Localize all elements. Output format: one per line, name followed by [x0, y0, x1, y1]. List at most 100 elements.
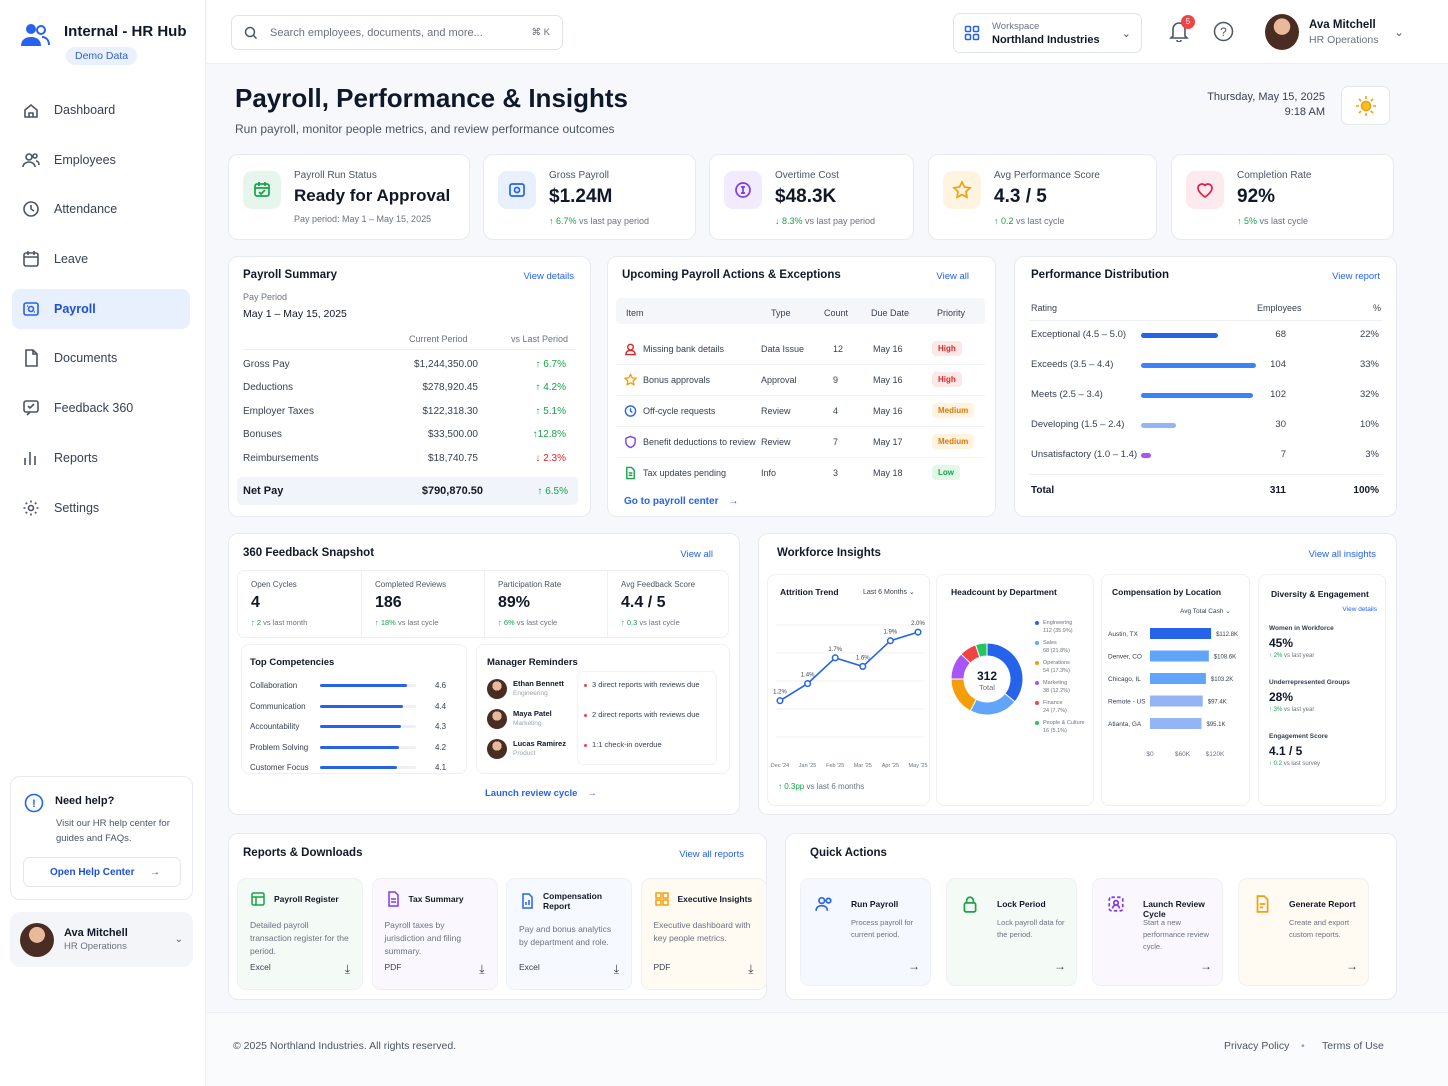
user-menu[interactable]: Ava Mitchell HR Operations ⌄ — [1265, 14, 1404, 50]
table-row[interactable]: Bonus approvals Approval 9 May 16 High — [616, 366, 985, 396]
view-all-reports-link[interactable]: View all reports — [679, 849, 744, 860]
view-all-link[interactable]: View all — [936, 271, 969, 282]
kpi-card-overtime-cost[interactable]: Overtime Cost $48.3K ↓ 8.3% vs last pay pe… — [709, 154, 914, 240]
legend-item: Finance 24 (7.7%) — [1035, 699, 1085, 715]
view-all-insights-link[interactable]: View all insights — [1308, 549, 1376, 560]
help-title: Need help? — [55, 795, 115, 807]
download-icon[interactable]: ⤓ — [344, 962, 350, 976]
app-logo[interactable]: Internal - HR Hub Demo Data — [20, 22, 187, 65]
kpi-label: Payroll Run Status — [294, 170, 377, 181]
top-competencies-panel: Top Competencies Collaboration 4.6 Communi… — [241, 644, 467, 774]
kpi-sub-label: Pay period: May 1 – May 15, 2025 — [294, 214, 432, 224]
kpi-card-gross-payroll[interactable]: Gross Payroll $1.24M ↑ 6.7% vs last pay pe… — [483, 154, 696, 240]
item-count: 7 — [833, 437, 839, 447]
download-icon[interactable]: ⤓ — [748, 962, 754, 976]
sidebar-item-leave[interactable]: Leave — [12, 239, 190, 279]
manager-name[interactable]: Ethan Bennett — [513, 679, 564, 688]
table-row[interactable]: Benefit deductions to review Review 7 May 1… — [616, 428, 985, 458]
table-row: Reimbursements $18,740.75 ↓ 2.3% — [243, 451, 576, 465]
row-value: $33,500.00 — [427, 429, 478, 440]
notifications-button[interactable]: 5 — [1169, 15, 1195, 45]
bar-chart-icon — [22, 449, 40, 467]
sidebar-item-dashboard[interactable]: Dashboard — [12, 90, 190, 130]
arrow-right-icon: → — [150, 866, 160, 878]
kpi-card-payroll-run-status[interactable]: Payroll Run Status Ready for Approval Pay … — [228, 154, 470, 240]
help-button[interactable]: ? — [1213, 21, 1234, 45]
open-help-center-button[interactable]: Open Help Center → — [23, 857, 181, 887]
sidebar-item-attendance[interactable]: Attendance — [12, 189, 190, 229]
quick-action-launch-review-cycle[interactable]: Launch Review Cycle Start a new performan… — [1092, 878, 1223, 986]
kpi-value: 4.3 / 5 — [994, 186, 1047, 207]
sidebar-item-documents[interactable]: Documents — [12, 338, 190, 378]
download-icon[interactable]: ⤓ — [479, 962, 485, 976]
tax-document-icon — [385, 891, 401, 907]
table-row[interactable]: Missing bank details Data Issue 12 May 16 Hi… — [616, 335, 985, 365]
legend-value: 38 (12.2%) — [1043, 688, 1070, 694]
stat-sub: ↑ 2 vs last month — [251, 618, 348, 627]
data-point — [886, 637, 894, 645]
sidebar-user-card[interactable]: Ava Mitchell HR Operations ⌄ — [10, 912, 193, 967]
search-input[interactable]: Search employees, documents, and more...… — [231, 15, 563, 50]
sidebar-item-employees[interactable]: Employees — [12, 140, 190, 180]
terms-of-use-link[interactable]: Terms of Use — [1322, 1040, 1384, 1052]
metric-sub: ↑ 2% vs last year — [1269, 653, 1314, 659]
quick-action-generate-report[interactable]: Generate Report Create and export custom … — [1238, 878, 1369, 986]
reminder-dot — [584, 684, 587, 687]
attrition-filter-dropdown[interactable]: Last 6 Months ⌄ — [863, 589, 915, 596]
manager-name[interactable]: Maya Patel — [513, 709, 552, 718]
attrition-line — [779, 631, 919, 702]
workspace-selector[interactable]: Workspace Northland Industries ⌄ — [953, 13, 1142, 53]
download-icon[interactable]: ⤓ — [613, 962, 619, 976]
view-report-link[interactable]: View report — [1332, 271, 1380, 282]
rating-pct: 10% — [1359, 419, 1379, 430]
link-label: Launch review cycle — [485, 788, 578, 799]
report-card[interactable]: Tax Summary Payroll taxes by jurisdiction… — [371, 878, 498, 990]
legend-name: People & Culture — [1043, 720, 1085, 726]
payroll-center-link[interactable]: Go to payroll center → — [624, 496, 738, 507]
report-format: PDF — [653, 962, 671, 972]
quick-action-run-payroll[interactable]: Run Payroll Process payroll for current p… — [800, 878, 931, 986]
kpi-text: Payroll Run Status Ready for Approval Pay … — [294, 169, 450, 225]
legend-item: Engineering 112 (35.9%) — [1035, 619, 1085, 635]
stat-value: 186 — [375, 594, 402, 611]
kpi-card-completion-rate[interactable]: Completion Rate 92% ↑ 5% vs last cycle — [1171, 154, 1394, 240]
compensation-bar-chart: Austin, TX $112.8K Denver, CO $108.6K Chicag… — [1108, 628, 1238, 758]
report-card[interactable]: Executive Insights Executive dashboard wi… — [640, 878, 767, 990]
theme-toggle[interactable] — [1341, 86, 1390, 125]
legend-dot — [1035, 621, 1039, 625]
kpi-value: Ready for Approval — [294, 186, 451, 205]
view-details-link[interactable]: View details — [523, 271, 574, 282]
privacy-policy-link[interactable]: Privacy Policy — [1224, 1040, 1290, 1052]
sidebar-item-reports[interactable]: Reports — [12, 438, 190, 478]
quick-action-desc: Start a new performance review cycle. — [1143, 918, 1209, 951]
help-circle-icon: ! — [24, 793, 44, 813]
legend-value: 24 (7.7%) — [1043, 708, 1067, 714]
competency-label: Customer Focus — [250, 763, 309, 772]
sidebar-item-feedback-360[interactable]: Feedback 360 — [12, 388, 190, 428]
net-pay-row: Net Pay $790,870.50 ↑ 6.5% — [237, 477, 578, 505]
kpi-label: Gross Payroll — [549, 170, 610, 181]
item-label: Missing bank details — [643, 344, 725, 354]
view-details-link[interactable]: View details — [1342, 606, 1377, 613]
user-role: HR Operations — [1309, 33, 1379, 46]
manager-name[interactable]: Lucas Ramirez — [513, 739, 566, 748]
report-card[interactable]: Payroll Register Detailed payroll transac… — [237, 878, 363, 990]
table-row[interactable]: Tax updates pending Info 3 May 18 Low — [616, 459, 985, 489]
sidebar-item-settings[interactable]: Settings — [12, 488, 190, 528]
launch-review-cycle-link[interactable]: Launch review cycle → — [485, 788, 597, 799]
compensation-filter-dropdown[interactable]: Avg Total Cash ⌄ — [1180, 608, 1231, 615]
quick-action-lock-period[interactable]: Lock Period Lock payroll data for the per… — [946, 878, 1077, 986]
view-all-link[interactable]: View all — [680, 549, 713, 560]
avatar — [20, 922, 54, 957]
row-delta: ↑ 4.2% — [535, 382, 566, 393]
stat-sub: ↑ 0.3 vs last cycle — [621, 618, 717, 627]
report-card[interactable]: Compensation Report Pay and bonus analyti… — [506, 878, 632, 990]
stat-sub-label: vs last cycle — [397, 618, 439, 627]
kpi-sub-label: vs last pay period — [805, 216, 876, 226]
kpi-card-avg-performance-score[interactable]: Avg Performance Score 4.3 / 5 ↑ 0.2 vs las… — [928, 154, 1157, 240]
competency-score: 4.6 — [435, 681, 447, 690]
kpi-value: $1.24M — [549, 186, 613, 207]
kpi-delta: ↓ 8.3% — [775, 216, 806, 226]
sidebar-item-payroll[interactable]: Payroll — [12, 288, 190, 329]
table-row[interactable]: Off-cycle requests Review 4 May 16 Medium — [616, 397, 985, 427]
